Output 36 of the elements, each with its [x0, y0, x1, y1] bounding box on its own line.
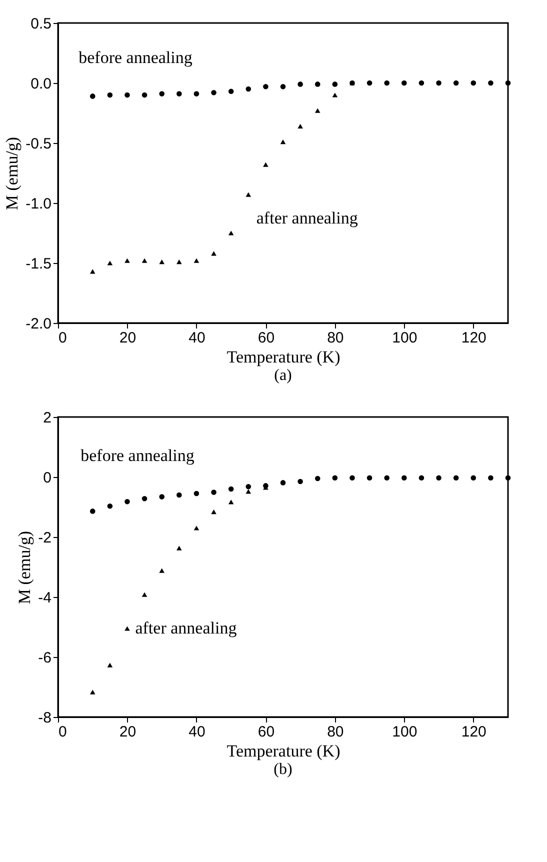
text: (a)	[274, 367, 292, 384]
x-tick-label: 80	[327, 724, 344, 740]
y-tick-label: 0	[43, 470, 52, 486]
x-tick-label: 0	[58, 724, 67, 740]
x-axis-title: Temperature (K)	[226, 348, 340, 366]
x-axis-title: Temperature (K)	[226, 742, 340, 760]
x-tick-label: 120	[461, 330, 486, 346]
y-axis-title: M (emu/g)	[15, 530, 34, 604]
x-tick-label: 120	[461, 724, 486, 740]
x-tick-label: 20	[119, 330, 136, 346]
y-tick-label: -6	[38, 650, 52, 666]
y-tick-label: -0.5	[26, 136, 52, 152]
y-tick-label: -2.0	[26, 316, 52, 332]
x-tick-label: 20	[119, 724, 136, 740]
y-tick-label: -1.5	[26, 256, 52, 272]
y-tick-label: -4	[38, 590, 52, 606]
y-axis-title: M (emu/g)	[2, 136, 22, 210]
x-tick-label: 0	[58, 330, 67, 346]
x-tick-label: 60	[258, 330, 275, 346]
series-label: before annealing	[80, 446, 195, 466]
x-tick-label: 100	[392, 330, 418, 346]
y-tick-label: -2	[38, 530, 52, 546]
series-label: after annealing	[256, 208, 358, 228]
series-label: before annealing	[78, 48, 193, 68]
x-tick-label: 100	[392, 724, 418, 740]
x-tick-label: 60	[258, 724, 275, 740]
x-tick-label: 40	[188, 724, 206, 740]
y-tick-label: 0.0	[30, 76, 52, 92]
text: (b)	[274, 761, 292, 778]
y-tick-label: 0.5	[30, 16, 52, 32]
y-tick-label: -1.0	[26, 196, 52, 212]
series-label: after annealing	[135, 618, 238, 638]
y-tick-label: -8	[38, 710, 52, 726]
y-tick-label: 2	[43, 410, 52, 426]
x-tick-label: 40	[188, 330, 206, 346]
x-tick-label: 80	[327, 330, 344, 346]
